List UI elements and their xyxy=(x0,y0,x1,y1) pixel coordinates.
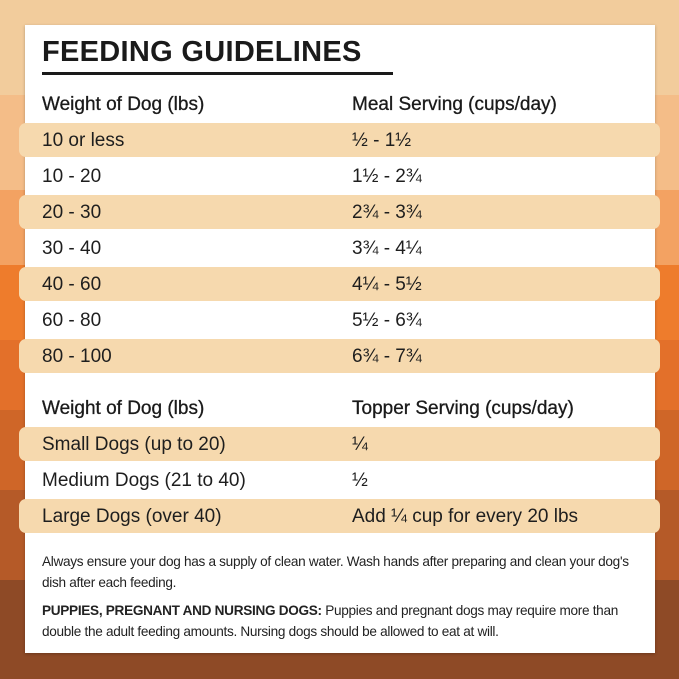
table-row: 20 - 30 2¾ - 3¾ xyxy=(19,195,660,229)
table-row-cell: ½ - 1½ xyxy=(352,130,412,151)
table-row-cell: 80 - 100 xyxy=(42,346,112,367)
puppies-note: PUPPIES, PREGNANT AND NURSING DOGS: Pupp… xyxy=(42,600,642,642)
table-row-cell: 60 - 80 xyxy=(42,310,102,331)
table-row: 80 - 100 6¾ - 7¾ xyxy=(19,339,660,373)
table-row-cell: 4¼ - 5½ xyxy=(352,274,422,295)
title-underline xyxy=(42,72,393,75)
table-row-cell: ½ xyxy=(352,470,368,491)
table-row-cell: 10 or less xyxy=(42,130,125,151)
table-row-cell: 6¾ - 7¾ xyxy=(352,346,422,367)
puppies-text: Puppies and pregnant dogs may require mo… xyxy=(42,603,618,639)
topper-table-header: Weight of Dog (lbs) Topper Serving (cups/… xyxy=(19,391,660,425)
topper-table-header-cell: Weight of Dog (lbs) xyxy=(42,398,205,419)
table-row-cell: 3¾ - 4¼ xyxy=(352,238,422,259)
table-row-cell: 1½ - 2¾ xyxy=(352,166,422,187)
table-row: 10 - 20 1½ - 2¾ xyxy=(19,159,660,193)
table-row-cell: 10 - 20 xyxy=(42,166,102,187)
page-title: FEEDING GUIDELINES xyxy=(42,36,362,68)
table-row-cell: Large Dogs (over 40) xyxy=(42,506,222,527)
table-row: 40 - 60 4¼ - 5½ xyxy=(19,267,660,301)
table-row: 60 - 80 5½ - 6¾ xyxy=(19,303,660,337)
table-row-cell: Small Dogs (up to 20) xyxy=(42,434,226,455)
topper-table-header-cell: Topper Serving (cups/day) xyxy=(352,398,574,419)
table-row: Large Dogs (over 40) Add ¼ cup for every … xyxy=(19,499,660,533)
table-row: Small Dogs (up to 20) ¼ xyxy=(19,427,660,461)
table-row-cell: 40 - 60 xyxy=(42,274,102,295)
table-row-cell: 30 - 40 xyxy=(42,238,102,259)
meal-table-header-cell: Meal Serving (cups/day) xyxy=(352,94,557,115)
table-row: Medium Dogs (21 to 40) ½ xyxy=(19,463,660,497)
table-row-cell: 5½ - 6¾ xyxy=(352,310,422,331)
table-row-cell: 2¾ - 3¾ xyxy=(352,202,422,223)
water-note: Always ensure your dog has a supply of c… xyxy=(42,554,629,590)
table-row: 10 or less ½ - 1½ xyxy=(19,123,660,157)
table-row: 30 - 40 3¾ - 4¼ xyxy=(19,231,660,265)
table-row-cell: 20 - 30 xyxy=(42,202,102,223)
meal-table-header: Weight of Dog (lbs) Meal Serving (cups/da… xyxy=(19,87,660,121)
puppies-label: PUPPIES, PREGNANT AND NURSING DOGS: xyxy=(42,603,322,618)
meal-table-header-cell: Weight of Dog (lbs) xyxy=(42,94,205,115)
table-row-cell: ¼ xyxy=(352,434,368,455)
table-row-cell: Add ¼ cup for every 20 lbs xyxy=(352,506,579,527)
table-row-cell: Medium Dogs (21 to 40) xyxy=(42,470,246,491)
